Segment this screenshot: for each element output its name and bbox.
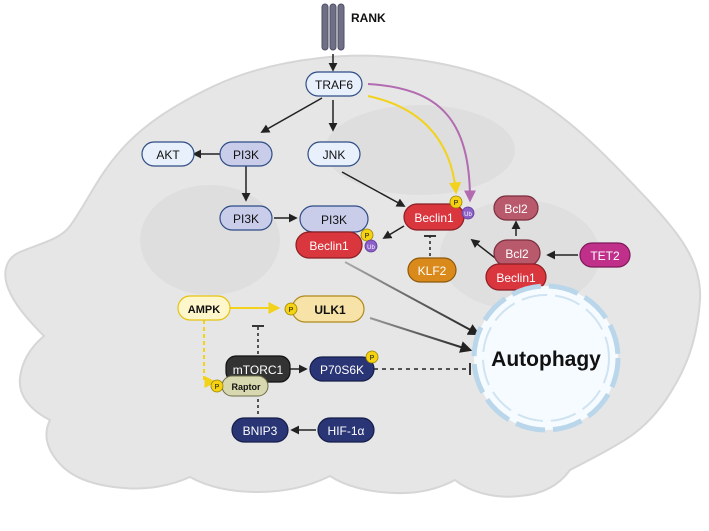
svg-text:Beclin1: Beclin1 bbox=[496, 271, 536, 285]
pi3k-node-middle: PI3K bbox=[219, 205, 273, 231]
svg-text:P: P bbox=[289, 307, 294, 314]
autophagy-label: Autophagy bbox=[491, 348, 601, 371]
svg-text:Ub: Ub bbox=[464, 212, 472, 218]
phospho-badge bbox=[210, 379, 224, 393]
svg-text:BNIP3: BNIP3 bbox=[243, 424, 278, 438]
svg-text:P70S6K: P70S6K bbox=[320, 363, 364, 377]
svg-text:PI3K: PI3K bbox=[321, 213, 347, 227]
phospho-badge bbox=[449, 195, 463, 209]
svg-text:PI3K: PI3K bbox=[233, 212, 259, 226]
svg-text:TET2: TET2 bbox=[590, 249, 620, 263]
rank-label: RANK bbox=[351, 11, 386, 25]
ulk1-node: ULK1 P bbox=[284, 295, 365, 323]
arrow-traf6-beclin1-ubiquitin bbox=[367, 83, 476, 203]
hif1a-node: HIF-1α bbox=[317, 417, 375, 443]
svg-text:ULK1: ULK1 bbox=[314, 303, 346, 317]
pi3k-node-top: PI3K bbox=[219, 141, 273, 167]
arrow-traf6-beclin1-phospho bbox=[367, 95, 462, 195]
svg-text:JNK: JNK bbox=[323, 148, 346, 162]
svg-text:Beclin1: Beclin1 bbox=[309, 239, 349, 253]
svg-text:P: P bbox=[454, 200, 459, 207]
svg-text:Bcl2: Bcl2 bbox=[505, 247, 529, 261]
mtorc1-raptor-complex: mTORC1 Raptor P bbox=[210, 355, 291, 397]
rank-receptor bbox=[321, 3, 345, 51]
phospho-badge bbox=[360, 228, 374, 242]
svg-text:AMPK: AMPK bbox=[188, 304, 220, 316]
jnk-node: JNK bbox=[307, 141, 361, 167]
svg-text:mTORC1: mTORC1 bbox=[233, 363, 284, 377]
arrow-jnk-beclin1 bbox=[341, 171, 406, 207]
p70s6k-node: P70S6K P bbox=[309, 350, 379, 382]
organelle-shadow bbox=[140, 185, 280, 295]
svg-text:P: P bbox=[365, 233, 370, 240]
svg-text:AKT: AKT bbox=[156, 148, 180, 162]
arrow-complex-autophagy bbox=[344, 261, 481, 336]
svg-text:Beclin1: Beclin1 bbox=[414, 211, 454, 225]
svg-text:Ub: Ub bbox=[367, 245, 375, 251]
pi3k-beclin1-complex: PI3K Beclin1 P Ub bbox=[295, 205, 378, 259]
autophagosome: Autophagy bbox=[471, 283, 621, 433]
bcl2-beclin1-complex: Bcl2 Beclin1 bbox=[485, 239, 547, 291]
svg-text:Raptor: Raptor bbox=[232, 382, 261, 392]
ampk-node: AMPK bbox=[177, 295, 231, 321]
arrow-ulk1-autophagy bbox=[369, 317, 473, 353]
akt-node: AKT bbox=[141, 141, 195, 167]
bcl2-node: Bcl2 bbox=[493, 195, 539, 221]
bnip3-node: BNIP3 bbox=[231, 417, 289, 443]
phospho-badge bbox=[284, 302, 298, 316]
svg-text:KLF2: KLF2 bbox=[418, 264, 447, 278]
svg-text:TRAF6: TRAF6 bbox=[315, 78, 353, 92]
arrow-beclin1-complex bbox=[382, 225, 405, 239]
tet2-node: TET2 bbox=[579, 242, 631, 268]
organelle-shadow bbox=[325, 105, 515, 195]
traf6-node: TRAF6 bbox=[305, 71, 363, 97]
svg-text:HIF-1α: HIF-1α bbox=[328, 424, 365, 438]
svg-text:P: P bbox=[215, 384, 220, 391]
ubiquitin-badge bbox=[461, 206, 475, 220]
klf2-node: KLF2 bbox=[407, 257, 457, 283]
arrow-traf6-pi3k bbox=[260, 97, 323, 133]
phospho-badge bbox=[365, 350, 379, 364]
svg-text:PI3K: PI3K bbox=[233, 148, 259, 162]
svg-text:Bcl2: Bcl2 bbox=[504, 202, 528, 216]
svg-text:P: P bbox=[370, 355, 375, 362]
ubiquitin-badge bbox=[364, 239, 378, 253]
beclin1-node: Beclin1 P Ub bbox=[403, 195, 475, 231]
